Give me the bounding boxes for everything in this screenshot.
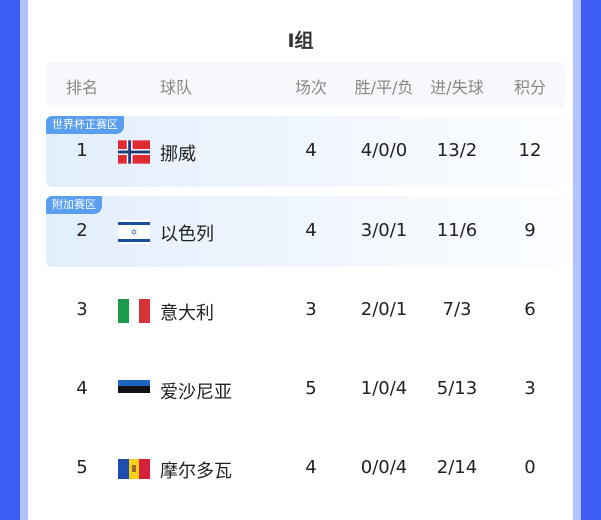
header-goals: 进/失球 [430,78,484,97]
points: 6 [524,299,536,320]
goals: 7/3 [442,299,472,320]
played: 3 [305,299,317,320]
zone-badge: 附加赛区 [46,196,102,214]
points: 12 [518,140,542,161]
table-row[interactable]: 4 爱沙尼亚 5 1/0/4 5/13 3 [46,354,566,425]
moldova-flag-icon [118,457,150,481]
team-name[interactable]: 以色列 [160,224,214,245]
played: 4 [305,220,317,241]
table-row[interactable]: 3 意大利 3 2/0/1 7/3 6 [46,275,566,346]
points: 0 [524,457,536,478]
table-header: 排名 球队 场次 胜/平/负 进/失球 积分 [46,62,566,107]
header-team: 球队 [159,78,193,97]
wdl: 4/0/0 [360,140,408,161]
israel-flag-icon: ✡ [118,220,150,244]
played: 4 [305,140,317,161]
wdl: 2/0/1 [360,299,408,320]
wdl: 3/0/1 [360,220,408,241]
played: 5 [305,378,317,399]
zone-badge: 世界杯正赛区 [46,116,124,134]
rank: 2 [76,220,88,241]
italy-flag-icon [118,299,150,323]
header-points: 积分 [513,78,547,97]
goals: 5/13 [436,378,478,399]
rank: 5 [76,457,88,478]
table-row[interactable]: 世界杯正赛区 1 挪威 4 4/0/0 13/2 12 [46,116,566,187]
team-name[interactable]: 意大利 [160,303,214,324]
goals: 2/14 [436,457,478,478]
goals: 11/6 [436,220,478,241]
estonia-flag-icon [118,378,150,402]
team-name[interactable]: 摩尔多瓦 [160,461,232,482]
header-wdl: 胜/平/负 [354,78,414,97]
table-row[interactable]: 5 摩尔多瓦 4 0/0/4 2/14 0 [46,433,566,504]
group-title: I组 [287,30,314,52]
rank: 1 [76,140,88,161]
goals: 13/2 [436,140,478,161]
rank: 4 [76,378,88,399]
rank: 3 [76,299,88,320]
wdl: 0/0/4 [360,457,408,478]
header-rank: 排名 [65,78,99,97]
norway-flag-icon [118,140,150,164]
header-played: 场次 [294,78,328,97]
team-name[interactable]: 挪威 [160,144,196,165]
points: 3 [524,378,536,399]
team-name[interactable]: 爱沙尼亚 [160,382,232,403]
table-row[interactable]: 附加赛区 2 ✡ 以色列 4 3/0/1 11/6 9 [46,196,566,267]
wdl: 1/0/4 [360,378,408,399]
svg-text:✡: ✡ [131,228,138,237]
points: 9 [524,220,536,241]
played: 4 [305,457,317,478]
